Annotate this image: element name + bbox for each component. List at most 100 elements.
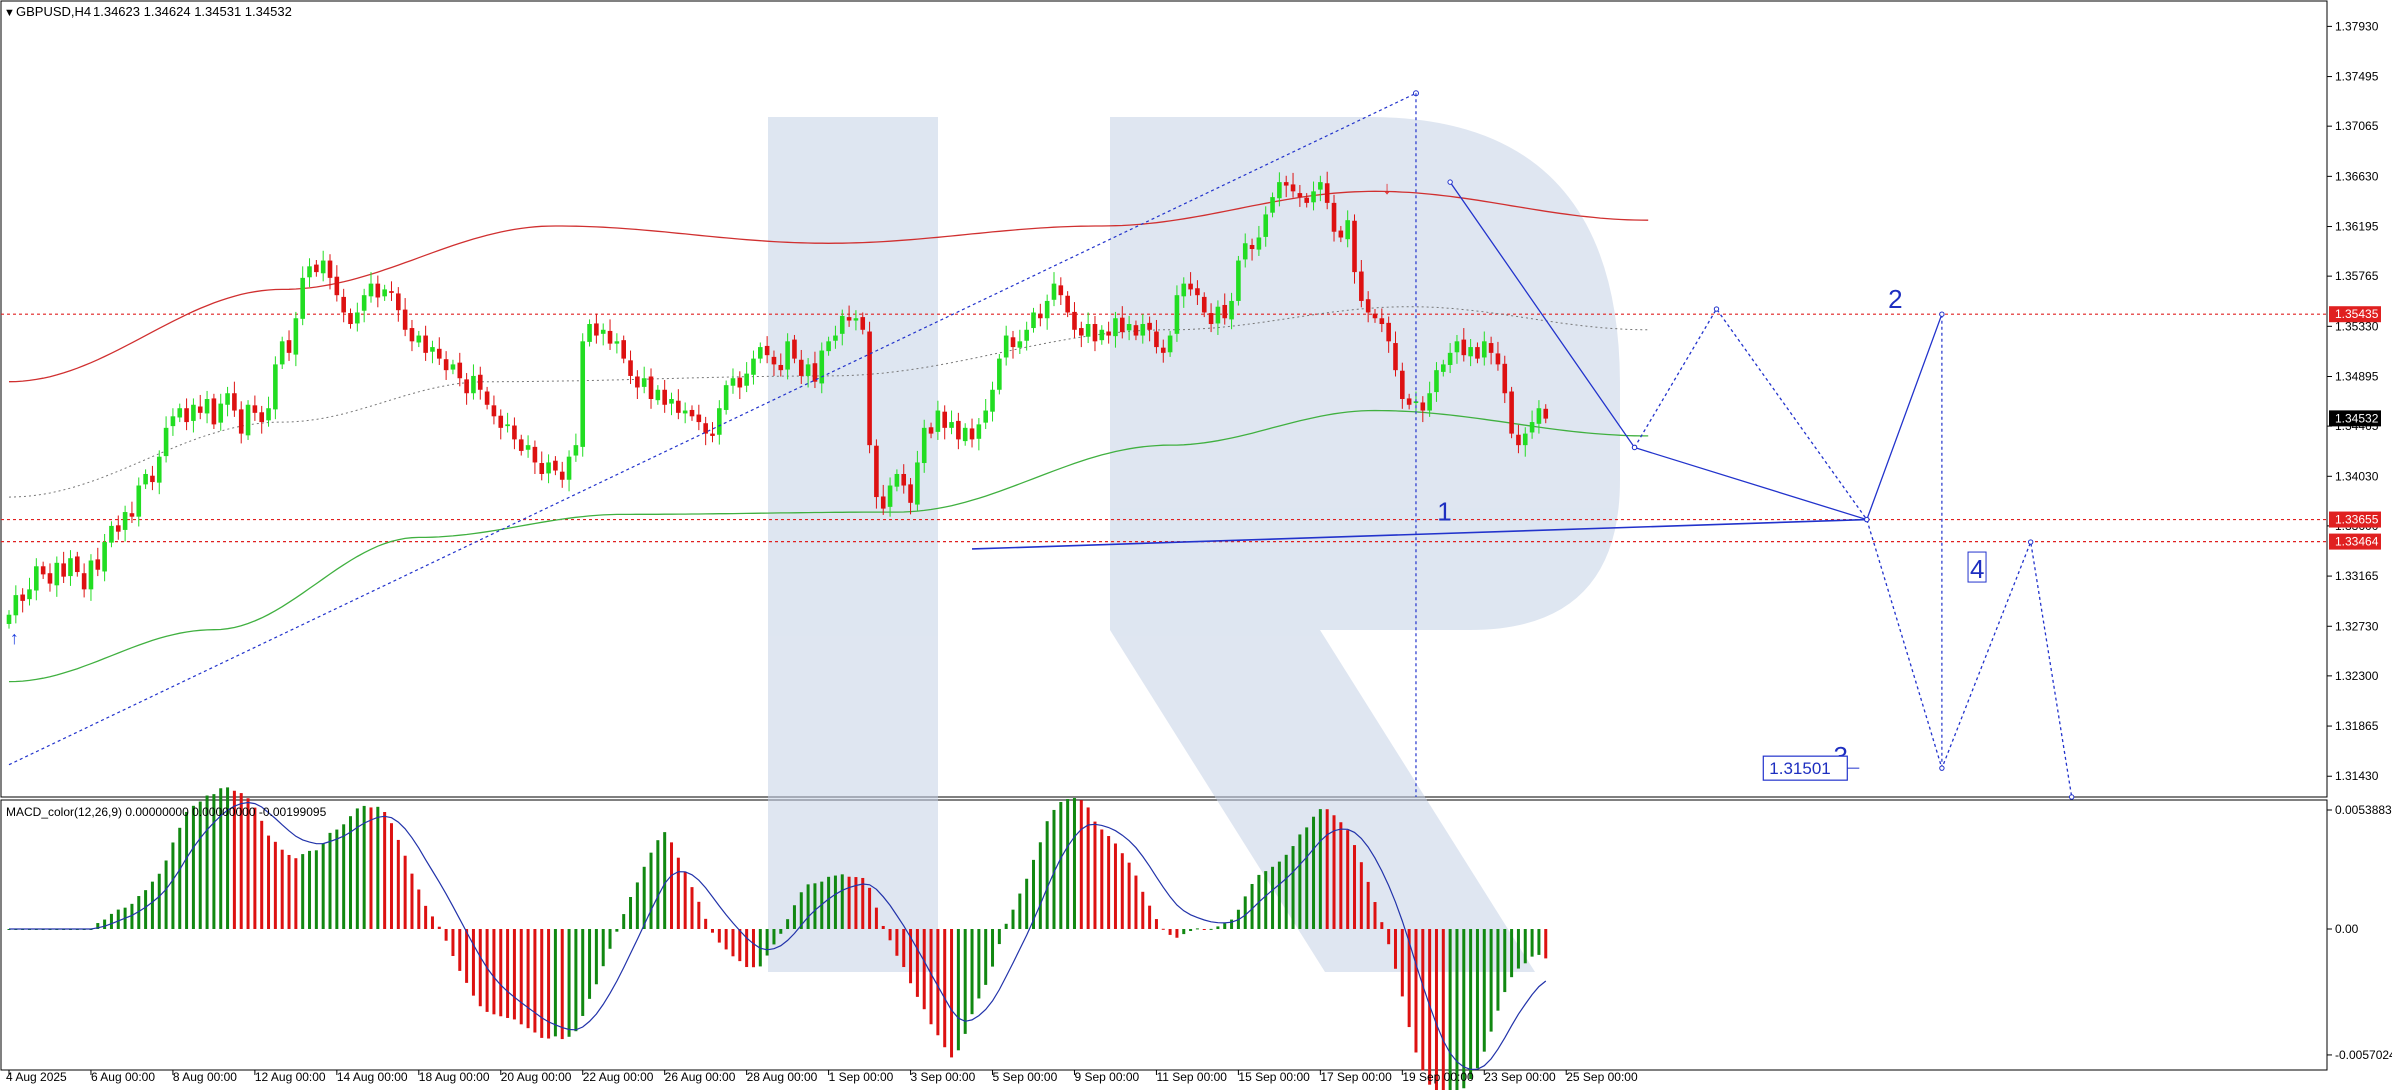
macd-bar <box>417 889 421 929</box>
candle <box>908 478 913 515</box>
candle <box>1256 225 1262 256</box>
macd-bar <box>1011 909 1015 929</box>
wave-label: 2 <box>1888 284 1902 314</box>
candle <box>1543 404 1549 424</box>
candle-body <box>150 475 155 483</box>
candle <box>997 354 1002 395</box>
candle-body <box>737 377 743 388</box>
candle-body <box>115 525 121 532</box>
candle-body <box>1324 183 1330 203</box>
candle-body <box>976 424 982 439</box>
macd-bar <box>1168 929 1172 935</box>
macd-bar <box>171 842 175 929</box>
macd-signal-line <box>9 801 1547 1071</box>
macd-bar <box>915 929 919 997</box>
candle <box>1181 277 1187 308</box>
candle-body <box>1283 182 1289 186</box>
candle-body <box>416 335 422 343</box>
level-tag-label: 1.33464 <box>2335 535 2379 549</box>
candle <box>218 393 224 431</box>
candle <box>833 325 838 349</box>
candle <box>300 266 305 326</box>
macd-bar <box>492 929 496 1015</box>
time-tick-label: 17 Sep 00:00 <box>1320 1070 1392 1084</box>
candle-body <box>915 462 920 505</box>
candle-body <box>1427 393 1432 411</box>
candle <box>430 340 435 364</box>
candle-body <box>758 347 763 359</box>
macd-bar <box>1004 923 1008 929</box>
candle <box>1277 172 1282 207</box>
macd-bar <box>724 929 728 950</box>
candle <box>587 319 592 347</box>
macd-bar <box>157 873 161 929</box>
macd-bar <box>635 882 639 929</box>
candle <box>450 359 456 375</box>
macd-bar <box>874 907 878 929</box>
macd-bar <box>308 850 312 929</box>
macd-bar <box>1359 862 1363 929</box>
candle <box>273 356 278 420</box>
candle <box>1249 238 1255 261</box>
candle-body <box>300 277 305 319</box>
candle <box>942 405 948 440</box>
candle <box>703 416 708 446</box>
macd-bar <box>1510 929 1514 978</box>
macd-bar <box>738 929 742 962</box>
candle <box>867 321 872 454</box>
candle-body <box>136 485 142 517</box>
price-tick-label: 1.36195 <box>2335 220 2379 234</box>
macd-bar <box>437 926 441 929</box>
macd-bar <box>1264 871 1268 929</box>
macd-bar <box>560 929 564 1040</box>
macd-pane <box>0 799 2328 1071</box>
macd-bar <box>594 929 598 985</box>
candle <box>1447 343 1453 374</box>
macd-bar <box>164 860 168 929</box>
candle <box>512 417 517 450</box>
candle-body <box>1263 214 1269 237</box>
candle <box>423 325 428 361</box>
candle-body <box>710 433 715 436</box>
candle-body <box>1072 311 1077 330</box>
candle-body <box>1359 271 1364 301</box>
candle-body <box>1522 433 1528 446</box>
candle-body <box>546 462 551 474</box>
candle <box>1331 194 1337 242</box>
macd-bar <box>1312 816 1316 929</box>
candle-body <box>1003 335 1009 358</box>
macd-bar <box>1230 919 1234 929</box>
candle <box>1263 206 1269 247</box>
macd-bar <box>103 919 107 929</box>
macd-bar <box>430 916 434 929</box>
projection-dotted <box>1633 307 2073 798</box>
candle <box>778 353 784 377</box>
candle-body <box>389 291 394 293</box>
macd-bar <box>1052 809 1056 929</box>
macd-bar <box>731 929 735 957</box>
symbol-triangle-icon[interactable]: ▼ <box>4 7 15 19</box>
candle-body <box>778 364 784 371</box>
macd-bar <box>1025 878 1029 929</box>
candle <box>27 577 32 606</box>
candle <box>1085 312 1091 344</box>
candle <box>1208 303 1214 333</box>
candle <box>1017 329 1023 355</box>
macd-bar <box>909 929 913 984</box>
macd-bar <box>670 842 674 929</box>
candle-body <box>27 589 32 600</box>
candle <box>68 550 73 586</box>
candle <box>1338 225 1344 243</box>
candle <box>184 398 189 431</box>
macd-bar <box>1407 929 1411 1028</box>
candle <box>225 386 230 417</box>
macd-bar <box>1120 853 1124 929</box>
macd-bar <box>1346 830 1350 929</box>
candle-body <box>75 556 80 573</box>
wave-label: 4 <box>1970 554 1984 584</box>
candle-body <box>1468 347 1473 357</box>
candle-body <box>1167 335 1173 353</box>
candle <box>40 561 46 579</box>
candle-body <box>1044 300 1050 319</box>
candle-body <box>532 446 538 463</box>
